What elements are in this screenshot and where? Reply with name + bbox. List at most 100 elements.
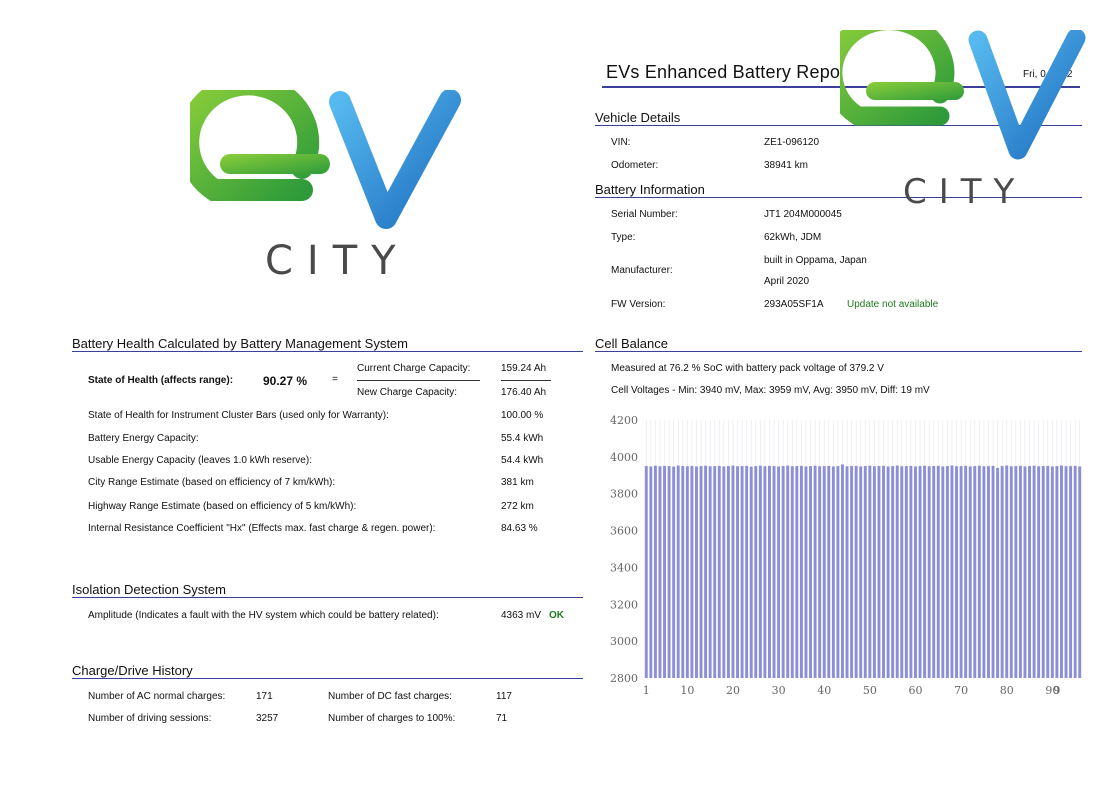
chart-y-tick-label: 3800: [610, 488, 638, 501]
driving-sessions-label: Number of driving sessions:: [88, 713, 212, 724]
chart-bar: [1060, 465, 1063, 678]
chart-bar: [754, 466, 758, 678]
chart-bar: [991, 465, 995, 678]
chart-x-tick-label: 40: [817, 684, 831, 697]
chart-bar: [891, 466, 895, 678]
chart-bar: [713, 466, 717, 678]
chart-bar: [777, 466, 781, 678]
chart-bar: [768, 465, 771, 678]
chart-bar: [676, 465, 680, 678]
odometer-value: 38941 km: [764, 160, 808, 171]
chart-x-tick-label: 30: [772, 684, 786, 697]
chart-bar: [1018, 465, 1022, 678]
current-capacity-label: Current Charge Capacity:: [357, 363, 471, 374]
fw-status: Update not available: [847, 299, 939, 310]
chart-x-tick-label: 60: [908, 684, 922, 697]
dc-charges-label: Number of DC fast charges:: [328, 691, 452, 702]
full-charges-label: Number of charges to 100%:: [328, 713, 456, 724]
chart-bar: [945, 466, 949, 678]
chart-y-tick-label: 3000: [610, 635, 638, 648]
report-date-part1: Fri, 0: [1023, 69, 1046, 80]
chart-bar: [695, 466, 698, 678]
health-row-value: 55.4 kWh: [501, 433, 544, 444]
health-row-label: Internal Resistance Coefficient "Hx" (Ef…: [88, 523, 436, 534]
chart-bar: [900, 466, 904, 678]
chart-bar: [882, 465, 885, 678]
health-row-label: State of Health for Instrument Cluster B…: [88, 410, 389, 421]
chart-bar: [1041, 466, 1045, 678]
capacity-fraction-line-2: [501, 380, 551, 381]
chart-bar: [1078, 466, 1082, 678]
chart-bar: [923, 465, 927, 678]
chart-bar: [850, 466, 854, 678]
health-row-label: Battery Energy Capacity:: [88, 433, 199, 444]
chart-bar: [699, 466, 703, 678]
chart-bar: [1000, 466, 1004, 678]
history-heading: Charge/Drive History: [72, 663, 193, 678]
chart-bar: [854, 465, 858, 678]
chart-bar: [977, 465, 981, 678]
chart-bar: [968, 466, 972, 678]
vin-label: VIN:: [611, 137, 631, 148]
chart-x-tick-label: 10: [680, 684, 694, 697]
isolation-heading: Isolation Detection System: [72, 582, 226, 597]
chart-bar: [959, 466, 963, 678]
chart-y-tick-label: 3600: [610, 525, 638, 538]
logo-city-text: CITY: [265, 238, 410, 284]
chart-bar: [667, 466, 671, 678]
serial-label: Serial Number:: [611, 209, 678, 220]
battery-health-rule: [72, 351, 583, 352]
chart-bar: [681, 466, 685, 678]
chart-bar: [717, 465, 721, 678]
isolation-rule: [72, 597, 583, 598]
chart-bar: [918, 466, 922, 678]
chart-y-tick-label: 4000: [610, 451, 638, 464]
chart-bar: [704, 465, 708, 678]
chart-bar: [749, 466, 753, 678]
chart-x-tick-label: 9: [1053, 684, 1060, 697]
chart-y-tick-label: 4200: [610, 414, 638, 427]
chart-bar: [872, 466, 876, 678]
chart-y-tick-label: 3200: [610, 598, 638, 611]
chart-bar: [1073, 465, 1077, 678]
chart-bar: [653, 465, 657, 678]
chart-bar: [868, 465, 872, 678]
battery-info-heading: Battery Information: [595, 182, 705, 197]
chart-y-tick-label: 3400: [610, 561, 638, 574]
chart-bar: [1055, 466, 1059, 678]
odometer-label: Odometer:: [611, 160, 659, 171]
chart-bar: [964, 465, 968, 678]
ac-charges-value: 171: [256, 691, 273, 702]
chart-x-tick-label: 50: [863, 684, 877, 697]
chart-bar: [941, 466, 945, 678]
vehicle-details-rule: [595, 125, 1082, 126]
chart-bar: [663, 465, 666, 678]
soh-value: 90.27 %: [263, 374, 308, 388]
chart-bar: [1037, 466, 1041, 678]
logo-city-text-small: CITY: [903, 172, 1027, 212]
fw-label: FW Version:: [611, 299, 666, 310]
battery-health-heading: Battery Health Calculated by Battery Man…: [72, 336, 408, 351]
chart-bar: [649, 466, 653, 678]
ac-charges-label: Number of AC normal charges:: [88, 691, 226, 702]
health-row-label: Highway Range Estimate (based on efficie…: [88, 501, 357, 512]
chart-bar: [804, 466, 808, 678]
cell-voltage-chart-svg: 2800 3000 3200 3400 3600 3800 4000 4200 1 10 20 30 4…: [610, 414, 1082, 697]
chart-bar: [841, 464, 844, 678]
type-value: 62kWh, JDM: [764, 232, 822, 243]
chart-bar: [1028, 466, 1031, 678]
serial-value: JT1 204M000045: [764, 209, 842, 220]
chart-bar: [708, 466, 712, 678]
dc-charges-value: 117: [496, 691, 512, 702]
chart-bar: [763, 466, 767, 678]
chart-bar: [987, 466, 990, 678]
ev-city-logo-overlay: [823, 11, 1090, 170]
current-capacity-value: 159.24 Ah: [501, 363, 547, 374]
manufacturer-label: Manufacturer:: [611, 265, 673, 276]
chart-bar: [745, 465, 749, 678]
cell-balance-voltages: Cell Voltages - Min: 3940 mV, Max: 3959 …: [611, 385, 930, 396]
chart-bar: [904, 466, 908, 678]
chart-bar: [758, 465, 762, 678]
chart-bar: [722, 466, 726, 678]
health-row-value: 54.4 kWh: [501, 455, 544, 466]
